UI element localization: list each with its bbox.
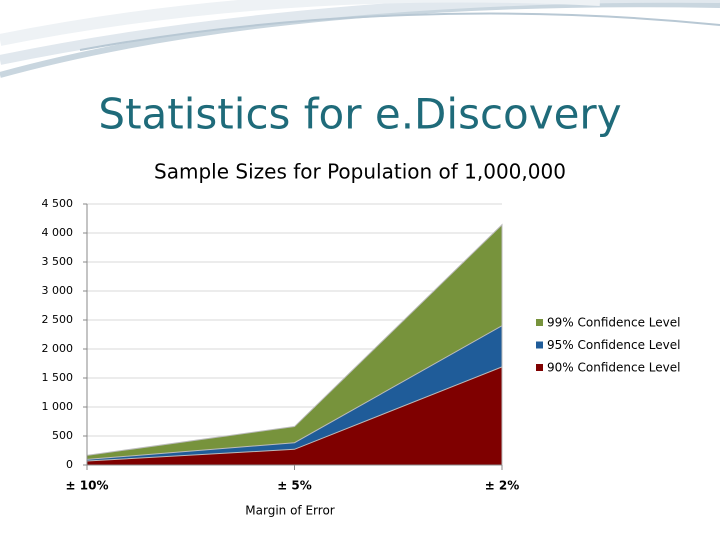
x-tick-label: ± 2% xyxy=(485,479,520,493)
legend-label: 90% Confidence Level xyxy=(547,361,680,375)
slide-title: Statistics for e.Discovery xyxy=(98,90,621,139)
y-tick-label: 3 500 xyxy=(42,255,74,268)
legend-swatch xyxy=(536,364,543,371)
y-tick-label: 4 500 xyxy=(42,197,74,210)
chart-title: Sample Sizes for Population of 1,000,000 xyxy=(154,160,566,184)
y-tick-label: 2 500 xyxy=(42,313,74,326)
x-axis-label: Margin of Error xyxy=(245,504,334,518)
legend-swatch xyxy=(536,341,543,349)
y-tick-label: 2 000 xyxy=(42,342,74,355)
legend-swatch xyxy=(536,319,543,326)
x-tick-label: ± 5% xyxy=(277,479,312,493)
y-tick-label: 4 000 xyxy=(42,226,74,239)
y-tick-label: 3 000 xyxy=(42,284,74,297)
x-tick-label: ± 10% xyxy=(66,479,109,493)
legend-label: 99% Confidence Level xyxy=(547,316,680,330)
legend-label: 95% Confidence Level xyxy=(547,338,680,352)
y-tick-label: 1 500 xyxy=(42,371,74,384)
y-tick-label: 1 000 xyxy=(42,400,74,413)
y-tick-label: 0 xyxy=(66,458,73,471)
y-tick-label: 500 xyxy=(52,429,73,442)
decoration xyxy=(0,0,720,78)
